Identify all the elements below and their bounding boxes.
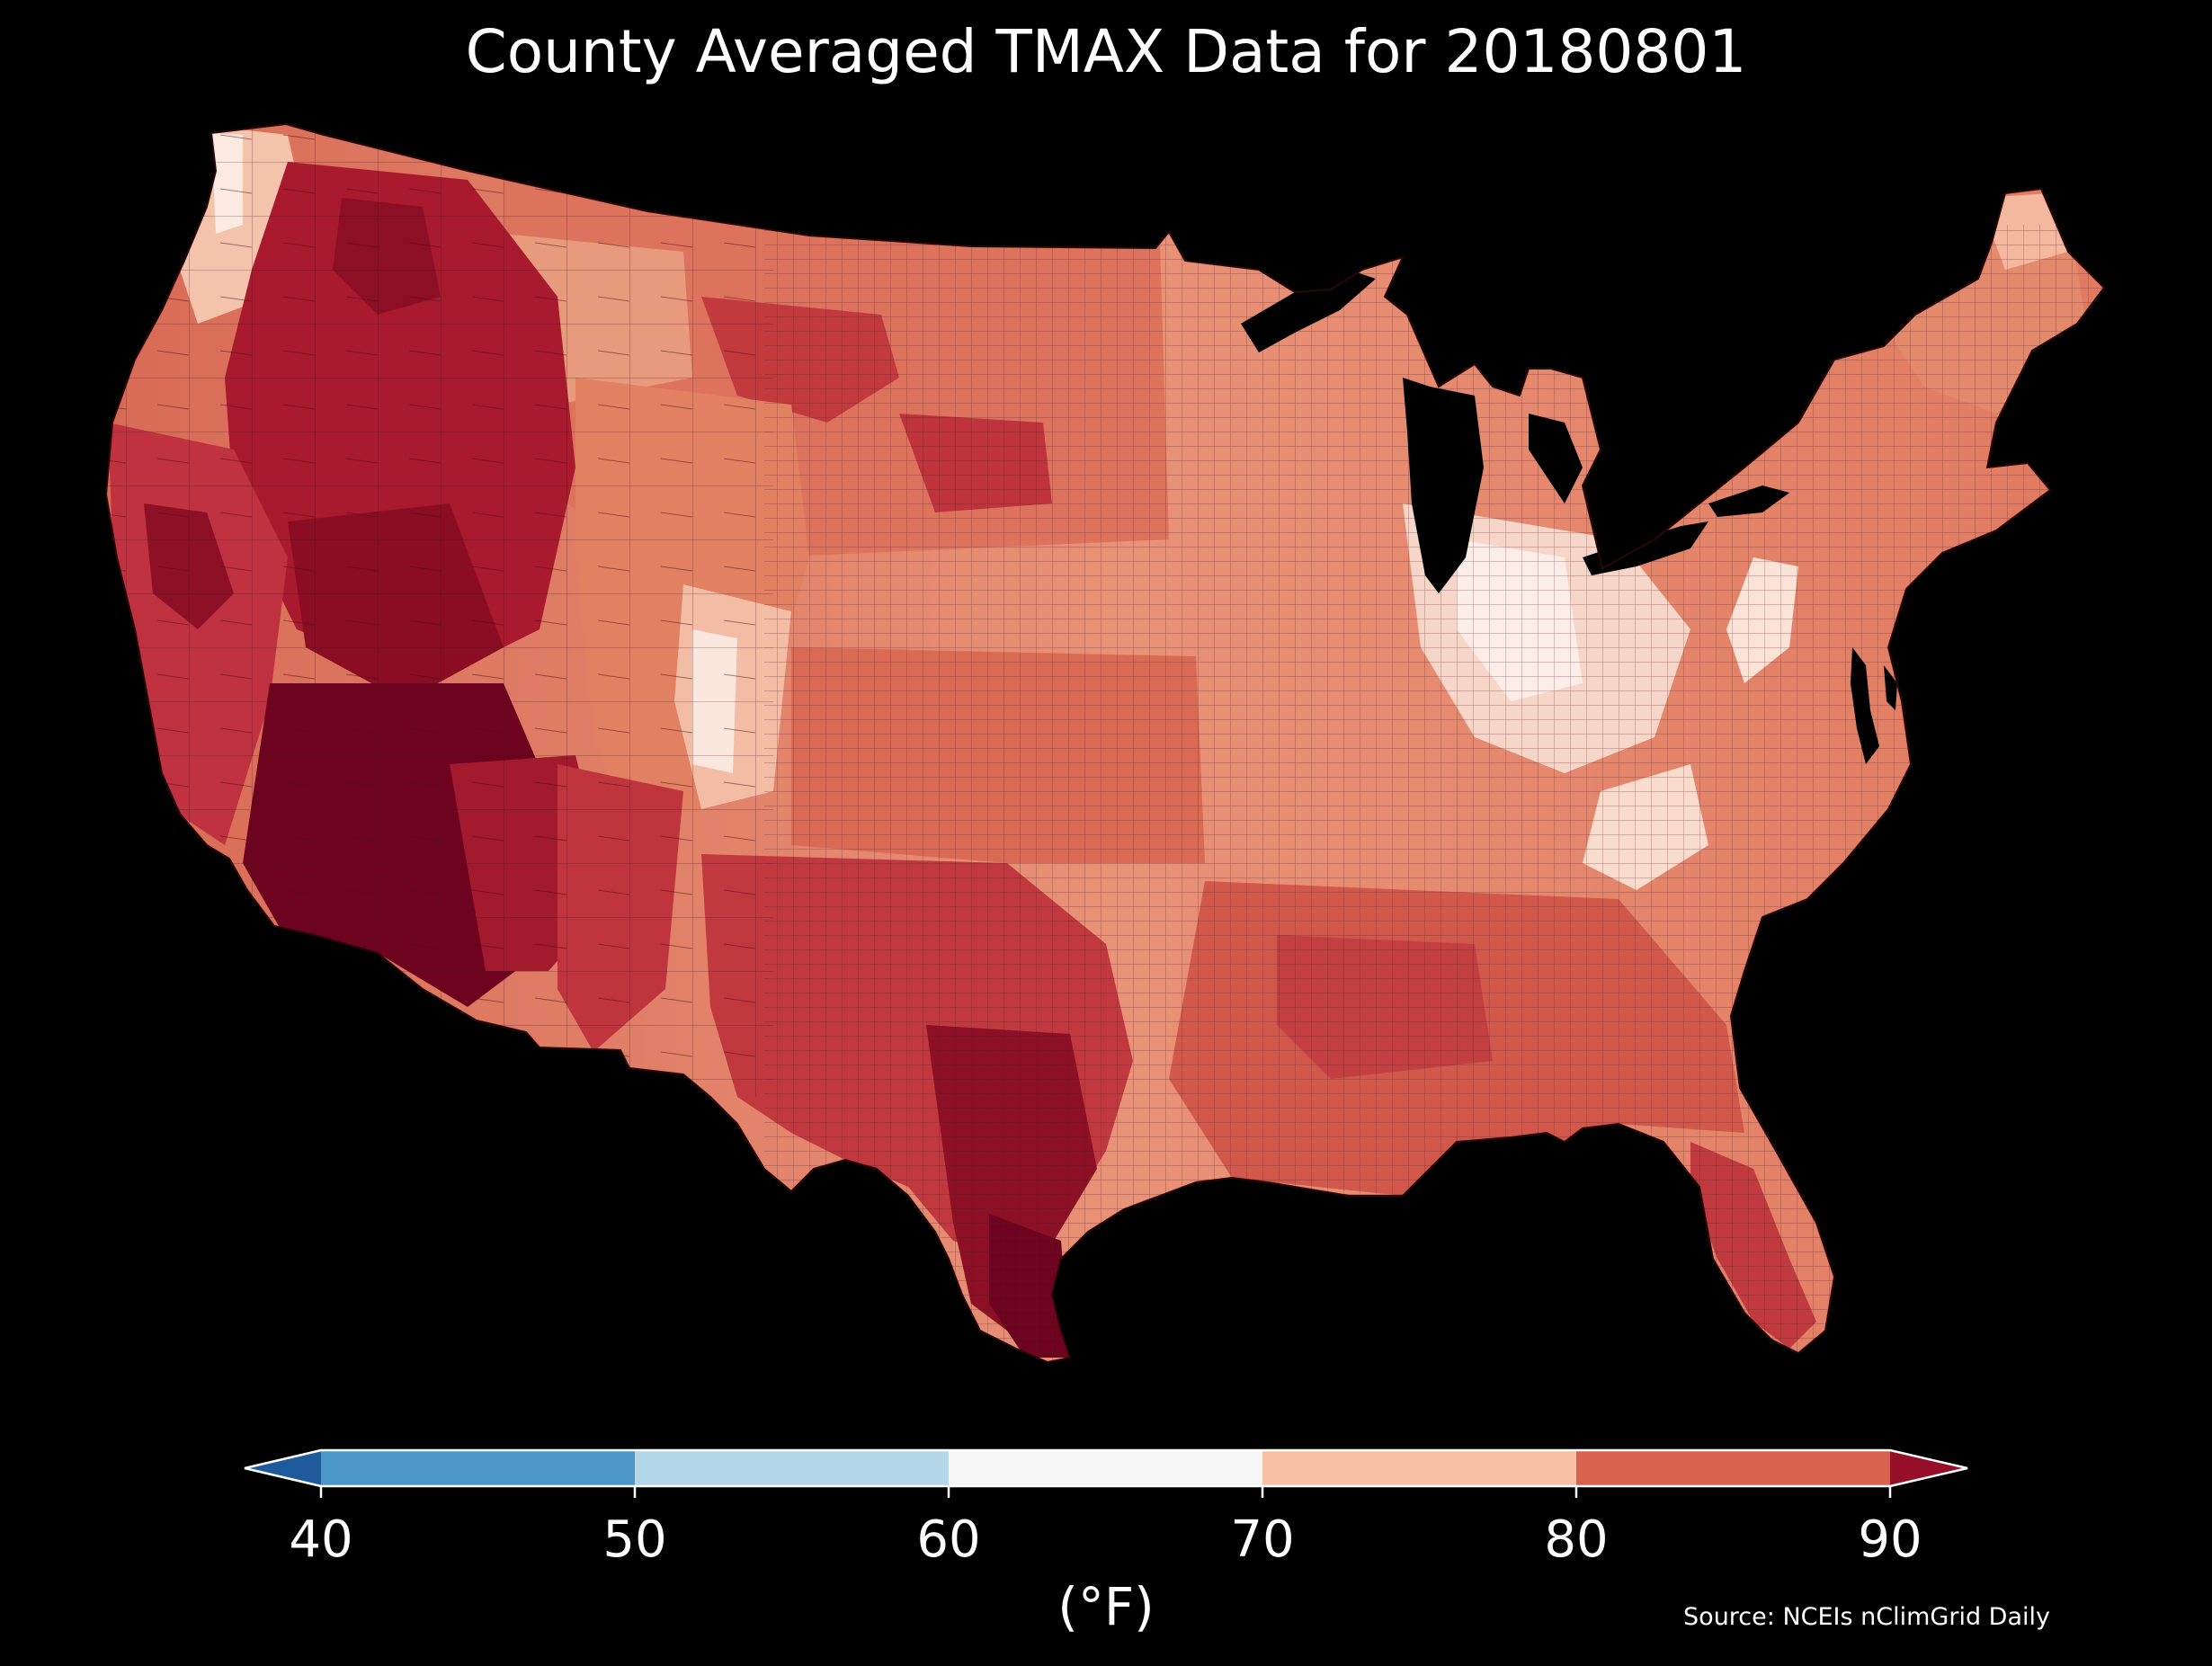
colorbar-tick-label: 50 (602, 1510, 667, 1569)
colorbar-bin-50-60 (635, 1450, 949, 1486)
source-credit: Source: NCEIs nClimGrid Daily (1683, 1603, 2050, 1631)
colorbar-bin-40-50 (321, 1450, 635, 1486)
colorbar-bin-70-80 (1262, 1450, 1576, 1486)
colorbar-tick-label: 60 (916, 1510, 981, 1569)
colorbar-extend-low (245, 1450, 321, 1486)
colorbar-tick-label: 90 (1858, 1510, 1922, 1569)
colorbar-tick-label: 80 (1544, 1510, 1609, 1569)
colorbar-bin-60-70 (949, 1450, 1262, 1486)
map-title: County Averaged TMAX Data for 20180801 (465, 17, 1747, 86)
colorbar-unit-label: (°F) (1057, 1576, 1155, 1637)
colorbar-segments (245, 1450, 1967, 1486)
chesapeake-bay (1851, 647, 1897, 764)
colorbar-tick-label: 70 (1230, 1510, 1295, 1569)
colorbar-extend-high (1890, 1450, 1967, 1486)
colorbar-tick-label: 40 (289, 1510, 353, 1569)
colorbar-bin-80-90 (1576, 1450, 1890, 1486)
